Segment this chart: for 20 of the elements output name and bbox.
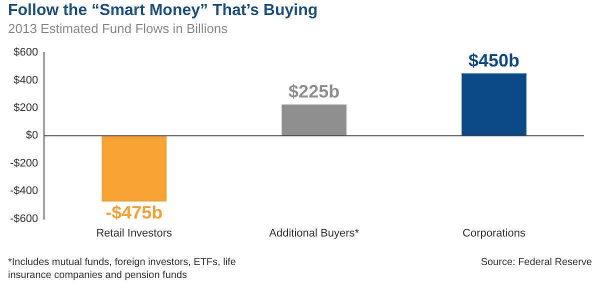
y-tick-label: $200 — [14, 102, 38, 114]
y-tick-label: -$400 — [10, 185, 38, 198]
source-note: Source: Federal Reserve — [480, 256, 592, 269]
chart-title: Follow the “Smart Money” That’s Buying — [8, 2, 318, 20]
y-tick-label: $400 — [14, 74, 38, 86]
data-label: $450b — [468, 50, 520, 70]
data-label: $225b — [288, 82, 340, 102]
bar — [102, 136, 167, 202]
bar — [462, 73, 526, 136]
y-tick-label: $0 — [26, 130, 38, 142]
chart-subtitle: 2013 Estimated Fund Flows in Billions — [8, 21, 228, 36]
data-label: -$475b — [106, 202, 163, 222]
y-tick-label: -$200 — [10, 157, 38, 170]
bar — [282, 104, 346, 136]
text: *Includes mutual funds, foreign investors, ETFs, life insurance companies and pension funds — [8, 256, 237, 282]
x-tick-label: Additional Buyers* — [269, 227, 360, 240]
y-tick-label: $600 — [14, 46, 38, 59]
x-tick-label: Corporations — [462, 227, 526, 240]
x-tick-label: Retail Investors — [96, 227, 173, 240]
y-tick-label: -$600 — [10, 212, 38, 225]
